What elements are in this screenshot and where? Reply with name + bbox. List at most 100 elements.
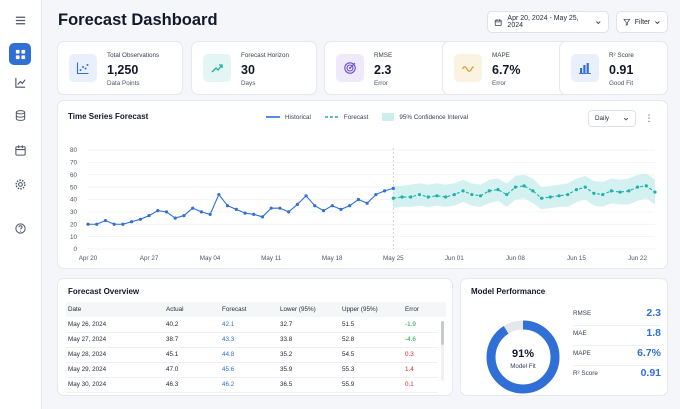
scrollbar-track[interactable] <box>441 321 444 381</box>
historical-point <box>86 222 90 226</box>
table-row[interactable]: May 28, 2024 45.1 44.8 35.2 54.5 0.3 <box>58 347 438 362</box>
scatter-icon <box>69 54 97 82</box>
dashboard-icon[interactable] <box>9 43 31 65</box>
y-tick-label: 70 <box>70 160 78 167</box>
kpi-label: RMSE <box>374 52 393 59</box>
column-header-upper[interactable]: Upper (95%) <box>342 306 378 313</box>
granularity-select[interactable]: Daily <box>588 110 636 127</box>
forecast-point <box>400 195 404 199</box>
forecast-point <box>592 191 596 195</box>
historical-point <box>130 220 134 224</box>
historical-point <box>121 222 125 226</box>
cell-actual: 46.3 <box>166 381 179 388</box>
cell-forecast: 43.3 <box>222 336 235 343</box>
historical-point <box>208 212 212 216</box>
historical-point <box>295 202 299 207</box>
historical-point <box>182 213 186 218</box>
forecast-point <box>653 190 657 194</box>
cell-lower: 32.7 <box>280 321 293 328</box>
confidence-band <box>393 173 655 210</box>
kpi-label: Total Observations <box>107 52 160 59</box>
model-fit-donut: 91% Model Fit <box>486 320 560 394</box>
page-title: Forecast Dashboard <box>58 11 218 29</box>
forecast-point <box>478 194 483 198</box>
legend-forecast-label: Forecast <box>343 113 369 121</box>
legend-historical: Historical <box>266 114 311 121</box>
database-icon[interactable] <box>9 104 31 126</box>
more-options-icon[interactable]: ⋮ <box>644 113 654 123</box>
forecast-point <box>583 185 587 189</box>
metric-value: 6.7% <box>637 347 661 359</box>
settings-icon[interactable] <box>9 173 31 195</box>
metric-value: 1.8 <box>646 327 661 339</box>
forecast-point <box>609 189 613 193</box>
cell-actual: 40.2 <box>166 321 179 328</box>
forecast-point <box>531 189 535 193</box>
cell-date: May 30, 2024 <box>68 381 107 388</box>
historical-line <box>88 187 394 225</box>
cell-lower: 35.9 <box>280 366 293 373</box>
table-title: Forecast Overview <box>68 287 140 296</box>
cell-actual: 47.0 <box>166 366 179 373</box>
historical-point <box>95 222 99 226</box>
x-tick-label: May 04 <box>200 255 221 262</box>
filter-button[interactable]: Filter <box>616 11 668 33</box>
date-range-picker[interactable]: Apr 20, 2024 - May 25, 2024 <box>487 11 609 33</box>
granularity-label: Daily <box>595 115 609 122</box>
table-row[interactable]: May 29, 2024 47.0 45.6 35.9 55.3 1.4 <box>58 362 438 377</box>
historical-point <box>304 194 308 198</box>
table-header-row: Date Actual Forecast Lower (95%) Upper (95%)… <box>66 302 446 317</box>
historical-point <box>156 209 160 213</box>
column-header-forecast[interactable]: Forecast <box>222 306 247 313</box>
historical-point <box>112 222 116 226</box>
x-tick-label: May 18 <box>322 255 343 262</box>
x-tick-label: Jun 01 <box>445 255 464 262</box>
cell-error: 0.3 <box>405 351 414 358</box>
metric-divider <box>573 345 661 346</box>
historical-point <box>173 216 177 220</box>
help-icon[interactable] <box>9 217 31 239</box>
table-row[interactable]: May 30, 2024 46.3 46.2 36.5 55.9 0.1 <box>58 377 438 392</box>
column-header-actual[interactable]: Actual <box>166 306 184 313</box>
forecast-point <box>487 189 491 193</box>
historical-point <box>356 197 361 202</box>
table-row[interactable]: May 27, 2024 38.7 43.3 33.8 52.8 -4.6 <box>58 332 438 347</box>
forecast-point <box>644 184 648 188</box>
kpi-value: 2.3 <box>374 63 392 77</box>
model-fit-label: Model Fit <box>510 363 536 370</box>
historical-point <box>382 189 387 193</box>
historical-point <box>243 211 247 215</box>
cell-error: -1.9 <box>405 321 416 328</box>
forecast-point <box>522 184 526 188</box>
time-series-card: 0 10 20 30 40 50 60 70 80 Apr 20 Apr 27 May 04 May 1… <box>57 100 668 269</box>
column-header-date[interactable]: Date <box>68 306 82 313</box>
forecast-point <box>461 189 465 193</box>
column-header-error[interactable]: Error <box>405 306 419 313</box>
metric-label: R² Score <box>573 370 598 377</box>
cell-date: May 28, 2024 <box>68 351 107 358</box>
column-header-lower[interactable]: Lower (95%) <box>280 306 316 313</box>
kpi-card-observations: Total Observations 1,250 Data Points <box>57 41 183 95</box>
metric-value: 2.3 <box>646 307 661 319</box>
metric-divider <box>573 365 661 366</box>
table-row[interactable]: May 26, 2024 40.2 42.1 32.7 51.5 -1.9 <box>58 317 438 332</box>
calendar-icon <box>494 18 502 26</box>
metric-label: MAE <box>573 330 587 337</box>
calendar-icon[interactable] <box>9 139 31 161</box>
cell-upper: 52.8 <box>342 336 355 343</box>
cell-error: 0.1 <box>405 381 414 388</box>
cell-actual: 38.7 <box>166 336 179 343</box>
chart-title: Time Series Forecast <box>68 112 149 121</box>
scrollbar-thumb[interactable] <box>441 321 444 345</box>
forecast-point <box>470 192 474 197</box>
kpi-value: 0.91 <box>609 63 634 77</box>
donut-fill <box>486 320 560 394</box>
kpi-label: R² Score <box>609 52 634 59</box>
cell-forecast: 45.6 <box>222 366 235 373</box>
trend-icon[interactable] <box>9 71 31 93</box>
x-tick-label: Jun 15 <box>567 255 586 262</box>
menu-icon[interactable] <box>9 9 31 31</box>
forecast-point <box>557 194 561 198</box>
row-divider <box>66 377 438 378</box>
filter-icon <box>623 19 631 26</box>
